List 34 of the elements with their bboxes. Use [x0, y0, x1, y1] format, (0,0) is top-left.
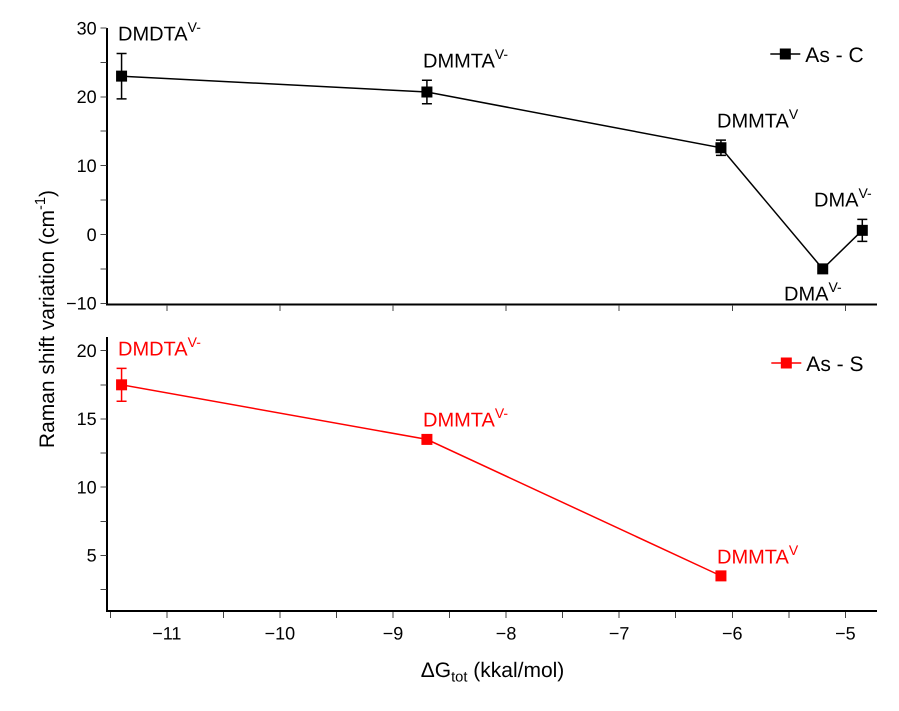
annotation: DMDTA$^{V-}$ — [118, 19, 202, 46]
point — [421, 434, 432, 445]
annotation: DMMTA$^{V-}$ — [423, 46, 508, 72]
y-tick-label: 0 — [86, 224, 97, 245]
point — [116, 70, 128, 82]
y-tick-label: 30 — [76, 18, 97, 38]
x-tick-label: −9 — [382, 623, 404, 644]
annotation: DMDTA$^{V-}$ — [118, 334, 202, 360]
legend-label: As - S — [806, 353, 864, 376]
annotation: DMMTA$^{V}$ — [717, 542, 799, 568]
x-axis-title: ΔG$_{tot}$ (kkal/mol) — [420, 659, 564, 686]
y-tick-label: −10 — [66, 294, 97, 314]
y-tick-label: 20 — [76, 340, 97, 361]
x-tick-label: −11 — [152, 623, 182, 644]
point — [817, 263, 828, 274]
y-tick-label: 15 — [76, 409, 97, 430]
legend-label: As - C — [805, 44, 864, 68]
annotation: DMMTA$^{V}$ — [717, 106, 799, 132]
x-tick-label: −6 — [722, 623, 743, 644]
y-tick-label: 5 — [86, 546, 97, 566]
y-tick-label: 20 — [76, 87, 97, 108]
annotation: DMMTA$^{V-}$ — [423, 405, 508, 432]
y-tick-label: 10 — [76, 477, 97, 498]
point — [421, 86, 432, 98]
x-tick-label: −8 — [496, 623, 516, 644]
x-tick-label: −5 — [835, 623, 856, 644]
point — [856, 224, 868, 236]
x-tick-label: −10 — [264, 623, 296, 644]
annotation: DMA$^{V-}$ — [814, 185, 872, 212]
y-tick-label: 10 — [76, 156, 97, 176]
annotation: DMA$^{V-}$ — [784, 279, 842, 306]
point — [116, 379, 128, 390]
point — [715, 570, 726, 582]
x-tick-label: −7 — [608, 623, 630, 644]
